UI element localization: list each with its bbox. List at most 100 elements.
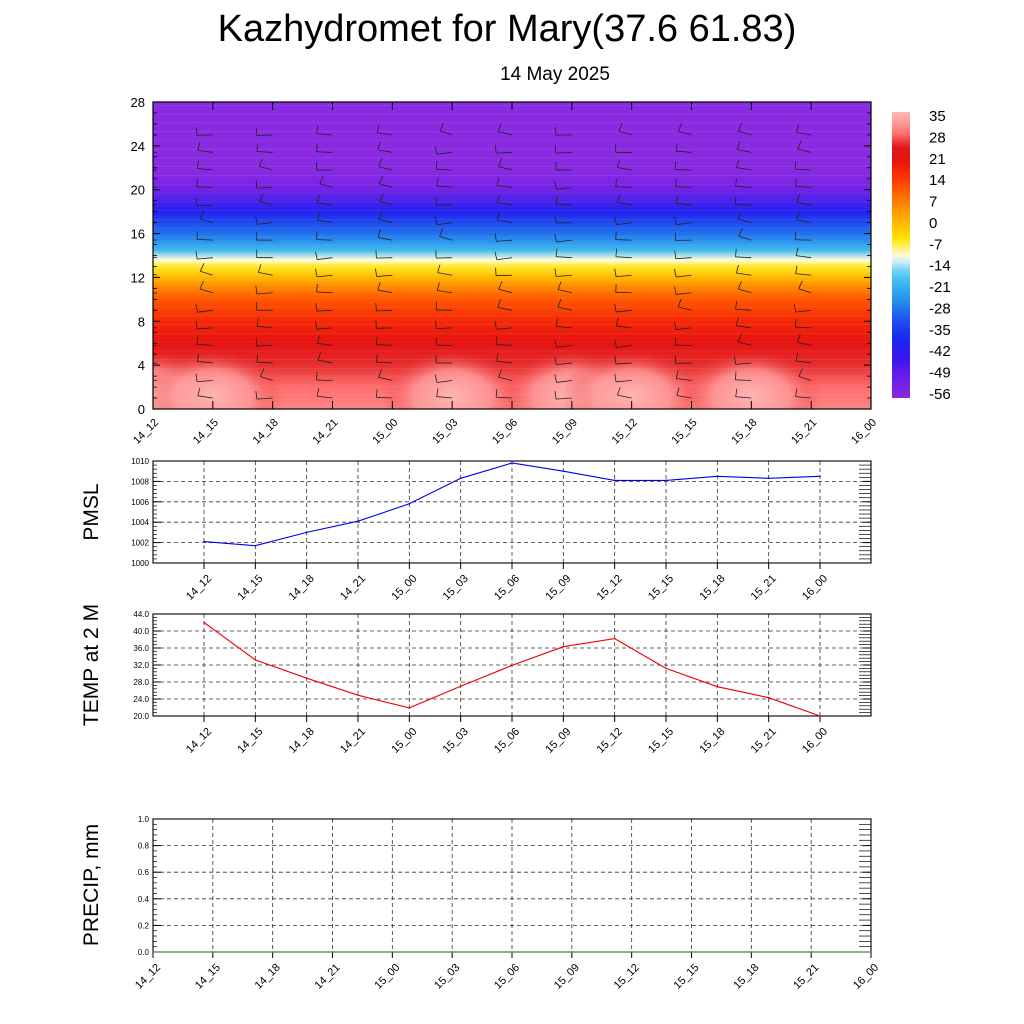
wind-barb [153,203,158,206]
wind-barb-feather [614,303,617,313]
wind-barb [436,327,453,330]
wind-barb-feather [377,281,381,291]
wind-barb [378,376,393,381]
wind-barb [617,394,632,399]
wind-barb-feather [795,178,797,187]
wind-barb [437,222,453,226]
y-tick-label: 0.8 [138,842,150,851]
wind-barb-feather [197,142,201,151]
wind-barb-feather [199,210,205,219]
wind-barb [498,376,513,381]
wind-barb [796,131,812,136]
wind-barb-feather [436,388,439,397]
wind-barb-feather [675,142,678,152]
y-tick-label: 28.0 [133,678,149,687]
wind-barb [256,345,273,347]
x-tick-label: 16_00 [849,417,879,447]
wind-barb [556,203,572,206]
data-point [630,951,633,953]
wind-barb-feather [378,369,382,378]
wind-barb-feather [196,353,200,362]
y-tick-label: 1.0 [138,815,150,824]
data-point [819,475,821,478]
x-tick-label: 15_00 [372,962,402,992]
wind-barb-feather [614,356,617,365]
wind-barb-feather [255,216,258,225]
wind-barb [556,380,572,383]
wind-barb-feather [796,211,800,221]
wind-barb [738,130,752,136]
data-point [511,951,513,953]
wind-barb [316,274,333,278]
wind-barb [616,345,632,348]
wind-barb-feather [674,250,677,259]
wind-barb-feather [140,128,141,136]
colorbar-label: 14 [929,172,946,189]
wind-barb-feather [316,143,318,152]
x-tick-label: 15_09 [543,726,573,756]
wind-barb-feather [555,195,558,205]
wind-barb [256,292,273,295]
wind-barb [379,200,393,206]
wind-barb [736,272,752,276]
wind-barb [153,273,158,276]
wind-barb-feather [494,321,497,330]
panel-temp-2m: 20.0 24.0 28.0 32.0 36.0 40.0 44.0 14_12 14_15 14… [80,604,872,756]
y-tick-label: 0.0 [138,948,150,957]
wind-barb [153,169,158,171]
wind-barb-feather [738,228,743,237]
wind-barb-feather [495,336,498,345]
wind-barb [379,183,393,188]
x-tick-label: 15_15 [672,962,702,992]
data-point [203,621,205,624]
data-point [716,685,719,688]
wind-barb-feather [256,354,258,363]
wind-barb [557,306,572,311]
wind-barb-feather [199,263,205,272]
wind-barb-feather [793,303,797,313]
x-tick-label: 15_06 [492,962,522,992]
x-tick-label: 14_18 [253,962,283,992]
wind-barb-feather [434,145,438,155]
wind-barb-feather [255,285,258,295]
wind-barb-feather [674,216,677,225]
wind-barb-feather [317,352,322,361]
colorbar-label: -14 [929,258,951,275]
wind-barb [376,396,393,399]
wind-barb-feather [555,248,558,257]
wind-barb-feather [735,371,737,380]
wind-barb [317,257,333,260]
wind-barb [377,289,393,294]
y-tick-label: 24.0 [133,695,149,704]
wind-barb-feather [795,388,798,397]
data-point [152,951,154,953]
wind-barb-feather [315,251,318,260]
wind-barb-feather [614,339,618,348]
wind-barb-feather [496,353,499,362]
y-tick-label: 0.2 [138,921,150,930]
wind-barb [616,325,632,329]
wind-barb-feather [496,177,500,186]
x-tick-label: 16_00 [800,573,830,603]
wind-barb [675,257,692,260]
wind-barb-feather [616,194,621,203]
wind-barb-feather [554,356,557,365]
wind-barb-feather [376,124,380,133]
colorbar-label: -49 [929,365,951,382]
wind-barb-feather [557,281,562,290]
wind-barb-feather [554,145,557,154]
wind-barb [497,306,513,311]
wind-barb [439,235,453,241]
x-tick-label: 15_09 [552,962,582,992]
wind-barb-feather [614,373,617,382]
wind-barb-feather [256,143,259,152]
colorbar-label: -21 [929,279,951,296]
data-point [254,544,257,547]
wind-barb [676,292,692,295]
wind-barb-feather [259,368,265,377]
wind-barb [675,150,692,153]
y-tick-label: 32.0 [133,661,149,670]
colorbar-label: -35 [929,322,951,339]
wind-barb-feather [497,299,501,308]
wind-barb [496,396,513,399]
